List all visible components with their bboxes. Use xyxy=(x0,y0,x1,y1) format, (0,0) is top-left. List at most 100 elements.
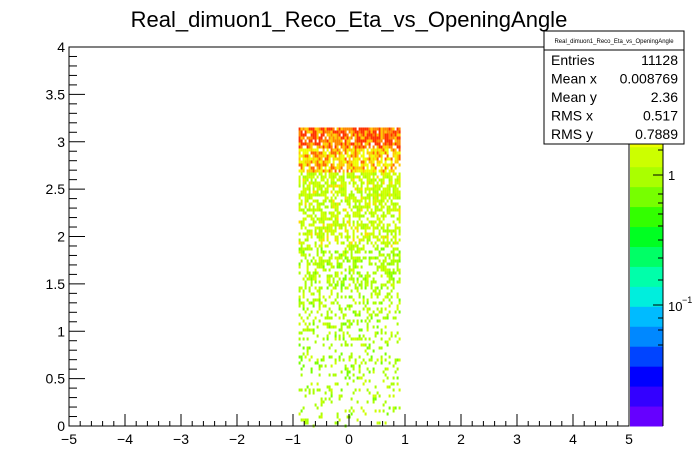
heatmap-cell xyxy=(356,175,359,179)
heatmap-cell xyxy=(302,307,305,311)
heatmap-cell xyxy=(334,196,337,200)
heatmap-cell xyxy=(326,310,329,314)
heatmap-cell xyxy=(318,127,321,131)
heatmap-cell xyxy=(358,166,361,170)
heatmap-cell xyxy=(344,139,347,143)
heatmap-cell xyxy=(302,352,305,356)
heatmap-cell xyxy=(366,400,369,404)
heatmap-cell xyxy=(390,157,393,161)
heatmap-cell xyxy=(346,169,349,173)
heatmap-cell xyxy=(348,157,351,161)
heatmap-cell xyxy=(324,259,327,263)
heatmap-cell xyxy=(388,304,391,308)
heatmap-cell xyxy=(308,271,311,275)
heatmap-cell xyxy=(356,259,359,263)
heatmap-cell xyxy=(350,175,353,179)
heatmap-cell xyxy=(320,160,323,164)
heatmap-cell xyxy=(346,331,349,335)
heatmap-cell xyxy=(390,202,393,206)
heatmap-cell xyxy=(368,274,371,278)
heatmap-cell xyxy=(312,205,315,209)
heatmap-cell xyxy=(314,340,317,344)
heatmap-cell xyxy=(354,166,357,170)
heatmap-cell xyxy=(354,361,357,365)
heatmap-cell xyxy=(372,187,375,191)
heatmap-cell xyxy=(314,184,317,188)
heatmap-cell xyxy=(328,127,331,131)
heatmap-cell xyxy=(336,151,339,155)
heatmap-cell xyxy=(344,340,347,344)
heatmap-cell xyxy=(318,220,321,224)
heatmap-cell xyxy=(388,256,391,260)
heatmap-cell xyxy=(368,205,371,209)
heatmap-cell xyxy=(390,232,393,236)
heatmap-cell xyxy=(366,139,369,143)
heatmap-cell xyxy=(388,196,391,200)
heatmap-cell xyxy=(376,235,379,239)
heatmap-cell xyxy=(324,175,327,179)
heatmap-cell xyxy=(340,235,343,239)
heatmap-cell xyxy=(298,247,301,251)
heatmap-cell xyxy=(322,211,325,215)
heatmap-cell xyxy=(336,382,339,386)
heatmap-cell xyxy=(348,355,351,359)
heatmap-cell xyxy=(316,226,319,230)
heatmap-cell xyxy=(320,130,323,134)
heatmap-cell xyxy=(398,280,401,284)
heatmap-cell xyxy=(354,199,357,203)
heatmap-cell xyxy=(398,136,401,140)
heatmap-cell xyxy=(318,292,321,296)
heatmap-cell xyxy=(384,331,387,335)
heatmap-cell xyxy=(348,172,351,176)
heatmap-cell xyxy=(344,250,347,254)
heatmap-cell xyxy=(390,214,393,218)
heatmap-cell xyxy=(298,154,301,158)
heatmap-cell xyxy=(356,376,359,380)
heatmap-cell xyxy=(332,127,335,131)
heatmap-cell xyxy=(308,301,311,305)
heatmap-cell xyxy=(386,199,389,203)
heatmap-cell xyxy=(380,196,383,200)
heatmap-cell xyxy=(334,271,337,275)
heatmap-cell xyxy=(392,253,395,257)
heatmap-cell xyxy=(396,136,399,140)
heatmap-cell xyxy=(388,223,391,227)
heatmap-cell xyxy=(352,244,355,248)
heatmap-cell xyxy=(356,208,359,212)
heatmap-cell xyxy=(340,289,343,293)
heatmap-cell xyxy=(382,259,385,263)
heatmap-cell xyxy=(324,217,327,221)
heatmap-cell xyxy=(324,229,327,233)
heatmap-cell xyxy=(374,157,377,161)
heatmap-cell xyxy=(302,250,305,254)
heatmap-cell xyxy=(312,217,315,221)
heatmap-cell xyxy=(358,151,361,155)
heatmap-cell xyxy=(370,295,373,299)
heatmap-cell xyxy=(380,358,383,362)
heatmap-cell xyxy=(384,196,387,200)
heatmap-cell xyxy=(340,139,343,143)
heatmap-cell xyxy=(356,163,359,167)
heatmap-cell xyxy=(336,193,339,197)
heatmap-cell xyxy=(346,373,349,377)
heatmap-cell xyxy=(298,175,301,179)
heatmap-cell xyxy=(388,274,391,278)
heatmap-cell xyxy=(308,166,311,170)
heatmap-cell xyxy=(334,130,337,134)
heatmap-cell xyxy=(388,178,391,182)
heatmap-cell xyxy=(384,268,387,272)
heatmap-cell xyxy=(350,289,353,293)
heatmap-cell xyxy=(364,133,367,137)
heatmap-cell xyxy=(314,208,317,212)
heatmap-cell xyxy=(320,133,323,137)
heatmap-cell xyxy=(348,163,351,167)
heatmap-cell xyxy=(380,253,383,257)
heatmap-cell xyxy=(304,226,307,230)
heatmap-cell xyxy=(306,157,309,161)
heatmap-cell xyxy=(386,262,389,266)
heatmap-cell xyxy=(392,256,395,260)
heatmap-cell xyxy=(352,130,355,134)
heatmap-cell xyxy=(326,238,329,242)
heatmap-cell xyxy=(310,181,313,185)
heatmap-cell xyxy=(310,169,313,173)
